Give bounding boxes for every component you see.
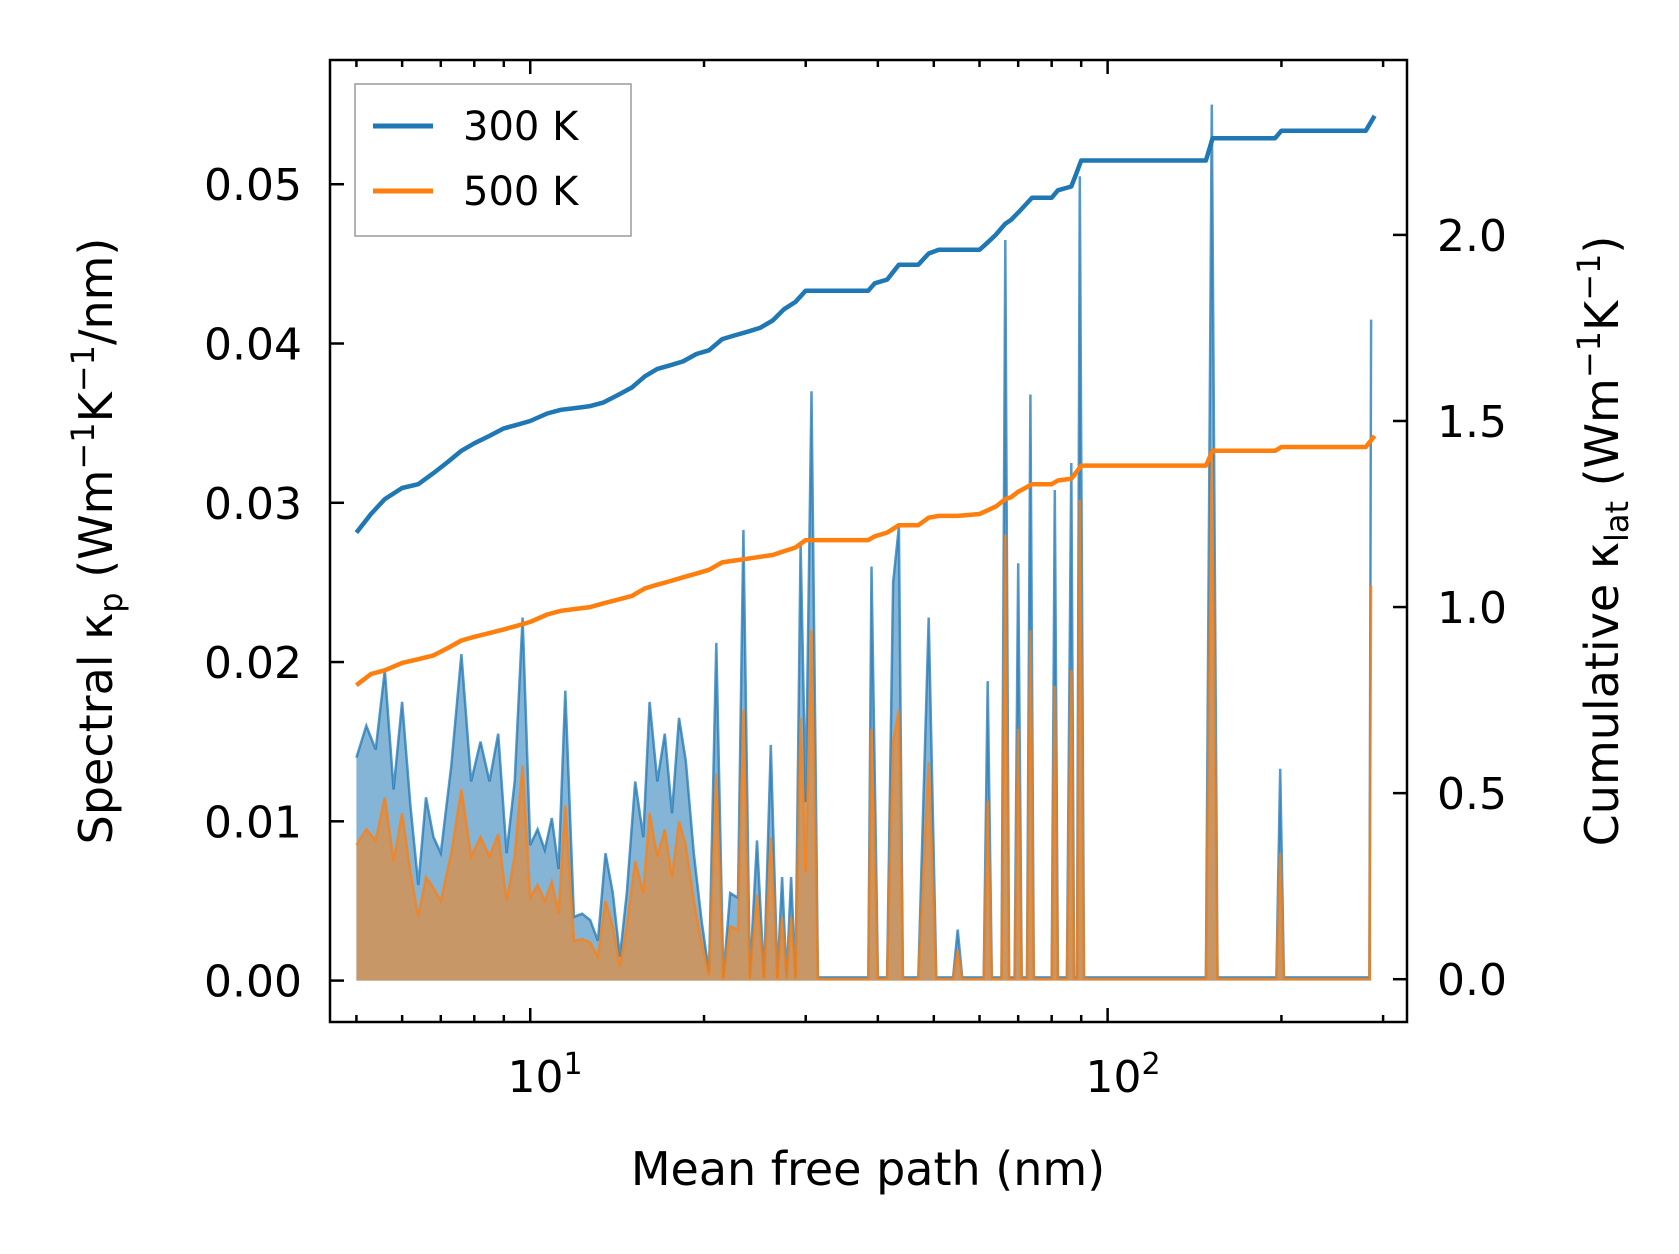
x-axis-label: Mean free path (nm) [631,1142,1105,1196]
left-y-tick-label: 0.00 [204,957,302,1008]
cumulative-line-500k [355,434,1377,687]
legend-box [354,83,632,237]
spectral-line-500k [355,454,1373,981]
left-y-tick-label: 0.03 [204,479,302,530]
x-tick-label: 102 [1085,1047,1160,1103]
x-tick-label: 101 [507,1047,582,1103]
right-y-tick-label: 0.0 [1437,955,1507,1006]
left-y-tick-labels: 0.00 0.01 0.02 0.03 0.04 0.05 [204,160,302,1007]
left-y-tick-label: 0.05 [204,160,302,211]
spectral-area-500k [356,455,1372,981]
x-tick-labels: 101 102 [507,1047,1160,1103]
axis-ticks [330,60,1407,1022]
legend-label-500k: 500 K [463,169,580,215]
plot-area [354,104,1377,981]
right-y-tick-label: 0.5 [1437,769,1507,820]
legend-label-300k: 300 K [463,104,580,150]
left-y-axis-label: Spectral κp (Wm−1K−1/nm) [64,238,130,845]
left-y-tick-label: 0.04 [204,320,302,371]
left-y-tick-label: 0.02 [204,638,302,689]
right-y-axis-label: Cumulative κlat (Wm−1K−1) [1570,236,1636,847]
right-y-tick-label: 1.5 [1437,397,1507,448]
plot-frame [328,58,1409,1024]
right-y-tick-label: 1.0 [1437,583,1507,634]
legend: 300 K 500 K [354,83,632,237]
right-y-tick-label: 2.0 [1437,211,1507,262]
right-y-tick-labels: 0.0 0.5 1.0 1.5 2.0 [1437,211,1507,1006]
left-y-tick-label: 0.01 [204,797,302,848]
cumulative-line-300k [354,114,1377,534]
